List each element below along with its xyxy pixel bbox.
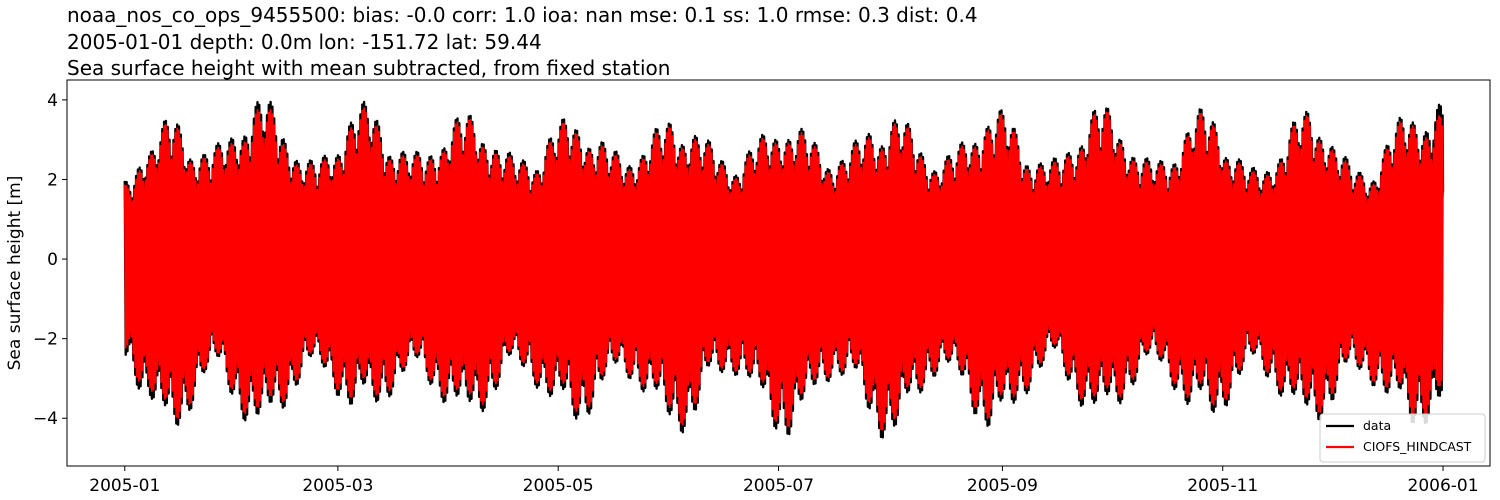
y-axis-label: Sea surface height [m] bbox=[5, 176, 25, 371]
y-axis: 4 2 0 −2 −4 bbox=[33, 91, 67, 429]
x-axis: 2005-01 2005-03 2005-05 2005-07 2005-09 2005-… bbox=[89, 466, 1479, 496]
x-tick-label: 2005-01 bbox=[89, 476, 160, 496]
chart-title-line-3: Sea surface height with mean subtracted,… bbox=[67, 56, 671, 80]
y-tick-label: 0 bbox=[47, 250, 58, 270]
y-tick-label: 2 bbox=[47, 170, 58, 190]
series-layer bbox=[123, 100, 1445, 439]
legend-label-data: data bbox=[1363, 418, 1391, 433]
series-line-ciofs-hindcast bbox=[123, 107, 1444, 431]
legend-label-ciofs: CIOFS_HINDCAST bbox=[1363, 439, 1472, 454]
x-tick-label: 2005-11 bbox=[1187, 476, 1258, 496]
x-tick-label: 2005-07 bbox=[743, 476, 814, 496]
chart-title-line-1: noaa_nos_co_ops_9455500: bias: -0.0 corr… bbox=[67, 3, 978, 27]
x-tick-label: 2005-09 bbox=[967, 476, 1038, 496]
chart-title-line-2: 2005-01-01 depth: 0.0m lon: -151.72 lat:… bbox=[67, 30, 542, 54]
x-tick-label: 2006-01 bbox=[1408, 476, 1479, 496]
legend: data CIOFS_HINDCAST bbox=[1319, 413, 1486, 463]
y-tick-label: 4 bbox=[47, 91, 58, 111]
legend-box bbox=[1319, 413, 1486, 463]
x-tick-label: 2005-05 bbox=[523, 476, 594, 496]
y-tick-label: −2 bbox=[33, 330, 58, 350]
x-tick-label: 2005-03 bbox=[302, 476, 373, 496]
y-tick-label: −4 bbox=[33, 409, 58, 429]
